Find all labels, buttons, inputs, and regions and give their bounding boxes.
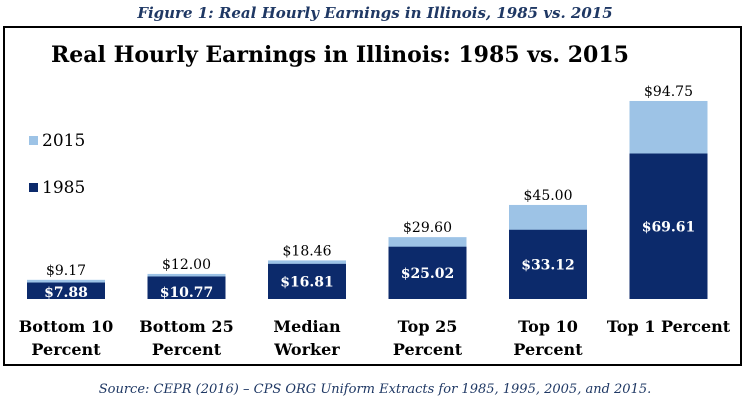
bar-1985 <box>268 263 346 299</box>
bar-1985 <box>27 282 105 299</box>
category-label: Percent <box>513 340 583 359</box>
bar-1985 <box>629 153 708 299</box>
category-label: Median <box>273 317 341 336</box>
legend-label-2015: 2015 <box>42 131 85 151</box>
chart-title: Real Hourly Earnings in Illinois: 1985 v… <box>51 42 629 68</box>
category-label: Worker <box>273 340 340 359</box>
data-label-2015: $45.00 <box>524 188 573 204</box>
data-label-1985: $10.77 <box>160 285 214 301</box>
chart-frame <box>3 26 742 366</box>
category-label: Bottom 10 <box>19 317 113 336</box>
category-label: Percent <box>152 340 222 359</box>
legend-swatch-1985 <box>29 183 38 192</box>
data-label-2015: $12.00 <box>162 257 211 273</box>
figure-caption: Figure 1: Real Hourly Earnings in Illino… <box>137 4 613 22</box>
data-label-1985: $7.88 <box>44 285 88 301</box>
category-label: Bottom 25 <box>139 317 233 336</box>
data-label-2015: $9.17 <box>46 263 86 279</box>
bar-1985 <box>388 246 467 299</box>
bar-1985 <box>147 276 226 299</box>
data-label-2015: $18.46 <box>283 243 332 259</box>
category-label: Top 1 Percent <box>607 317 731 336</box>
source-note: Source: CEPR (2016) – CPS ORG Uniform Ex… <box>98 382 652 397</box>
legend-swatch-2015 <box>29 136 38 145</box>
data-label-1985: $33.12 <box>521 257 575 273</box>
category-label: Top 25 <box>398 317 458 336</box>
category-label: Percent <box>31 340 101 359</box>
data-label-2015: $94.75 <box>644 84 693 100</box>
data-label-2015: $29.60 <box>403 220 452 236</box>
data-label-1985: $16.81 <box>280 274 334 290</box>
category-label: Top 10 <box>518 317 578 336</box>
bar-1985 <box>509 229 587 299</box>
data-label-1985: $69.61 <box>642 219 696 235</box>
legend-label-1985: 1985 <box>42 178 85 198</box>
category-label: Percent <box>393 340 463 359</box>
data-label-1985: $25.02 <box>401 266 455 282</box>
